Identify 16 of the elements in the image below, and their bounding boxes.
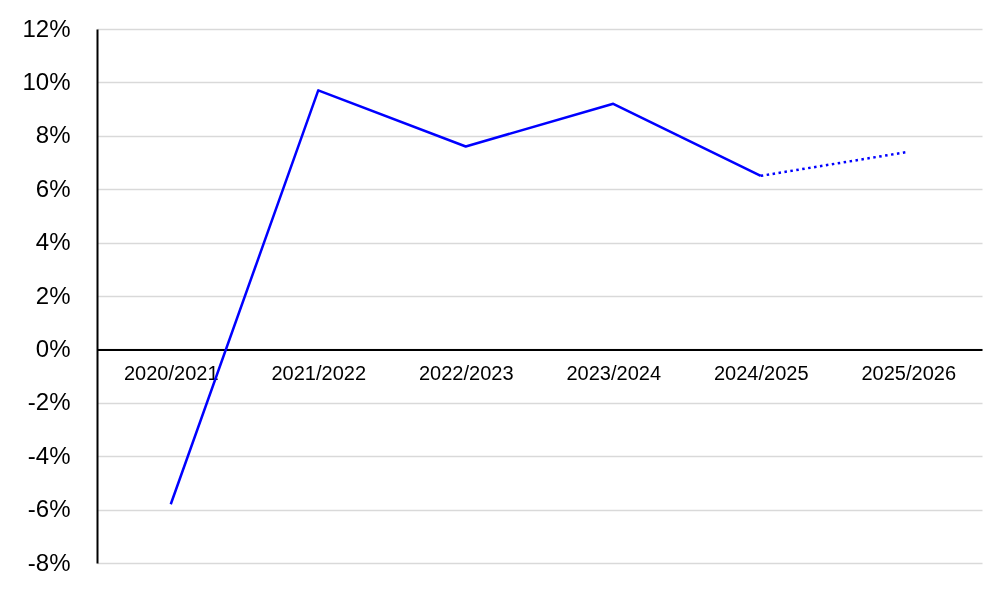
y-tick-label: -4% — [27, 441, 71, 469]
y-tick-label: -6% — [27, 495, 71, 523]
y-tick-label: 10% — [22, 67, 71, 95]
y-tick-label: 2% — [35, 281, 71, 309]
y-tick-label: 12% — [22, 14, 71, 42]
y-tick-label: 0% — [35, 334, 71, 362]
y-tick-label: 4% — [35, 228, 71, 256]
y-tick-label: -2% — [27, 388, 71, 416]
x-tick-label: 2022/2023 — [418, 361, 514, 384]
x-tick-label: 2024/2025 — [713, 361, 809, 384]
x-tick-label: 2023/2024 — [566, 361, 662, 384]
x-tick-label: 2025/2026 — [861, 361, 957, 384]
x-tick-label: 2021/2022 — [271, 361, 367, 384]
y-tick-label: 8% — [35, 121, 71, 149]
y-tick-label: 6% — [35, 174, 71, 202]
y-tick-label: -8% — [27, 548, 71, 576]
